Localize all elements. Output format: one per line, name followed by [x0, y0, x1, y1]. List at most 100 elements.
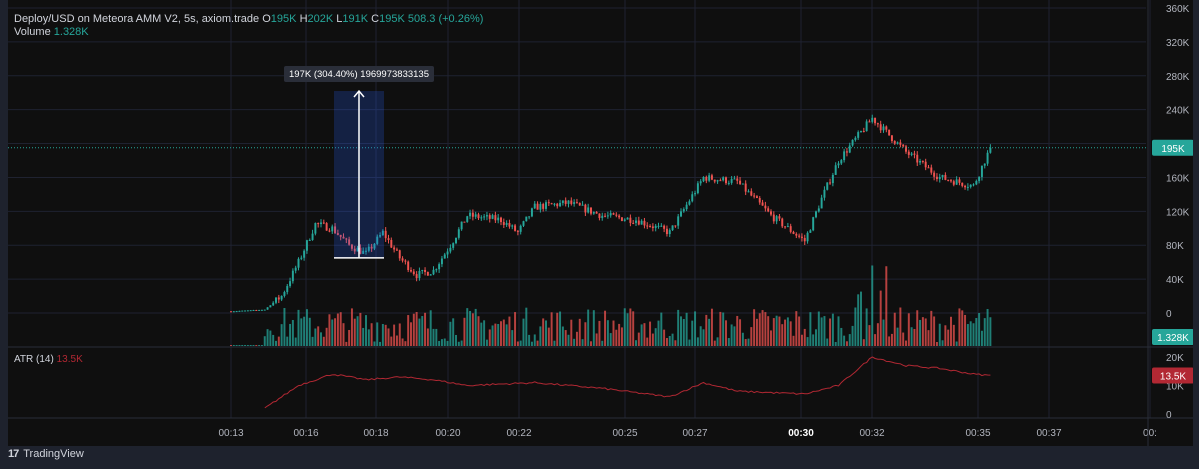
- symbol-name[interactable]: Deploy/USD on Meteora AMM V2, 5s, axiom.…: [14, 13, 260, 25]
- candle-body: [806, 232, 809, 242]
- volume-bar: [522, 318, 525, 346]
- price-tick-label: 120K: [1166, 207, 1190, 218]
- candle-body: [947, 179, 950, 181]
- candle-body: [893, 141, 896, 144]
- volume-bar: [691, 320, 694, 346]
- candle-body: [753, 195, 756, 197]
- candle-body: [829, 182, 832, 184]
- volume-bar: [471, 313, 474, 346]
- volume-bar: [404, 341, 407, 346]
- volume-bar: [604, 310, 607, 346]
- chart-area[interactable]: 040K80K120K160K200K240K280K320K360K00:13…: [8, 0, 1194, 446]
- candle-body: [696, 183, 699, 194]
- volume-bar: [241, 345, 244, 346]
- candle-body: [831, 174, 834, 184]
- candle-body: [440, 258, 443, 265]
- volume-bar: [809, 312, 812, 346]
- candle-body: [348, 239, 351, 245]
- candle-body: [755, 196, 758, 199]
- candle-body: [770, 211, 772, 215]
- atr-label[interactable]: ATR (14): [14, 354, 54, 365]
- candle-body: [308, 239, 311, 241]
- candle-body: [615, 214, 618, 216]
- volume-bar: [893, 312, 896, 346]
- atr-badge: 13.5K: [1160, 372, 1186, 383]
- volume-bar: [424, 312, 427, 346]
- candle-body: [590, 207, 592, 214]
- candle-body: [519, 225, 522, 232]
- candle-body: [680, 211, 682, 217]
- chart-svg[interactable]: 040K80K120K160K200K240K280K320K360K00:13…: [8, 0, 1194, 446]
- volume-bar: [620, 327, 623, 346]
- candle-body: [719, 180, 722, 182]
- volume-bar: [415, 311, 418, 346]
- candle-body: [275, 297, 277, 303]
- candle-body: [817, 208, 820, 212]
- candle-body: [865, 121, 868, 132]
- measure-label-box: [284, 66, 434, 82]
- candle-body: [525, 216, 528, 222]
- candle-body: [609, 213, 612, 216]
- candle-body: [331, 226, 334, 232]
- volume-value: 1.328K: [53, 26, 89, 38]
- candle-body: [786, 226, 789, 228]
- volume-bar: [598, 320, 601, 346]
- candle-body: [899, 142, 902, 145]
- volume-bar: [609, 333, 612, 346]
- volume-bar: [829, 318, 832, 346]
- volume-bar: [660, 312, 663, 346]
- volume-bar: [671, 333, 674, 346]
- tradingview-logo-icon[interactable]: 17: [8, 448, 19, 460]
- volume-bar: [640, 324, 643, 346]
- candle-body: [317, 223, 320, 225]
- candle-body: [604, 215, 607, 217]
- candle-body: [888, 129, 891, 136]
- volume-bar: [747, 338, 750, 346]
- volume-bar: [913, 328, 916, 346]
- volume-bar: [395, 335, 398, 346]
- volume-bar: [944, 325, 947, 346]
- candle-body: [860, 131, 862, 133]
- volume-bar: [770, 330, 772, 346]
- candle-body: [674, 225, 677, 227]
- volume-bar: [772, 318, 775, 346]
- candle-body: [561, 200, 564, 203]
- time-tick-label: 00:27: [682, 428, 707, 439]
- candle-body: [424, 269, 427, 272]
- candle-body: [843, 151, 846, 161]
- volume-bar: [806, 337, 809, 346]
- time-tick-label: 00:32: [859, 428, 884, 439]
- volume-bar: [758, 313, 761, 346]
- open-label: O: [262, 13, 271, 25]
- volume-bar: [573, 338, 576, 346]
- candle-body: [432, 269, 435, 275]
- candle-body: [516, 230, 519, 232]
- candle-body: [705, 176, 708, 181]
- candle-body: [528, 216, 531, 218]
- volume-bar: [845, 341, 848, 346]
- volume-bar: [550, 312, 553, 346]
- candle-body: [733, 178, 736, 180]
- open-value: 195K: [270, 13, 297, 25]
- candle-body: [913, 153, 916, 155]
- candle-body: [530, 208, 533, 217]
- volume-bar: [958, 308, 961, 346]
- volume-bar: [559, 311, 562, 346]
- candle-body: [559, 202, 562, 207]
- volume-bar: [322, 336, 325, 346]
- volume-bar: [272, 334, 275, 346]
- price-tick-label: 280K: [1166, 72, 1190, 83]
- volume-bar: [854, 307, 857, 346]
- candle-body: [387, 238, 390, 240]
- candle-body: [694, 193, 697, 195]
- candle-body: [277, 297, 280, 300]
- volume-bar: [865, 308, 868, 346]
- volume-bar: [249, 345, 252, 346]
- time-tick-label: 00:22: [506, 428, 531, 439]
- candle-body: [297, 258, 300, 268]
- volume-bar: [508, 316, 511, 346]
- volume-label[interactable]: Volume: [14, 26, 51, 38]
- low-value: 191K: [342, 13, 369, 25]
- volume-bar: [246, 345, 249, 346]
- footer-brand[interactable]: TradingView: [23, 448, 84, 460]
